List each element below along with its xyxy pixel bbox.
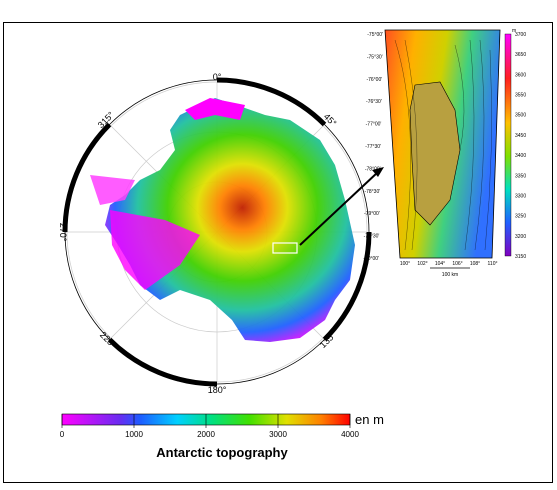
title: Antarctic topography xyxy=(156,445,288,460)
lon-label: 100° xyxy=(400,261,410,267)
inset-colorbar-label: 3550 xyxy=(515,93,526,99)
inset-colorbar-label: 3650 xyxy=(515,52,526,58)
inset-colorbar-label: 3600 xyxy=(515,72,526,78)
graticule-label: 135° xyxy=(318,329,339,350)
lon-label: 102° xyxy=(417,261,427,267)
lon-label: 108° xyxy=(470,261,480,267)
figure: 0° 45° 135° 180° 225° 270° 315° m 100 km… xyxy=(0,0,557,485)
graticule-label: 270° xyxy=(58,223,68,242)
lat-label: -78°30' xyxy=(364,189,380,195)
lat-label: -76°00' xyxy=(366,77,382,83)
colorbar-label: 4000 xyxy=(341,430,359,439)
lat-label: -80°00' xyxy=(363,256,379,262)
colorbar-label: 3000 xyxy=(269,430,287,439)
colorbar-label: 1000 xyxy=(125,430,143,439)
scale-label: 100 km xyxy=(442,272,458,278)
colorbar-label: 0 xyxy=(60,430,65,439)
lat-label: -75°30' xyxy=(367,54,383,60)
lat-label: -76°30' xyxy=(366,99,382,105)
lat-label: -77°00' xyxy=(366,122,382,128)
inset-colorbar-label: 3500 xyxy=(515,113,526,119)
lat-label: -78°00' xyxy=(365,166,381,172)
lat-label: -79°00' xyxy=(364,211,380,217)
lon-label: 110° xyxy=(488,261,498,267)
colorbar-label: 2000 xyxy=(197,430,215,439)
colorbar-unit: en m xyxy=(355,412,384,427)
inset-colorbar-label: 3300 xyxy=(515,193,526,199)
lat-label: -79°30' xyxy=(364,234,380,240)
inset-colorbar-label: 3700 xyxy=(515,32,526,38)
inset-colorbar-label: 3350 xyxy=(515,173,526,179)
lat-label: -75°00' xyxy=(367,32,383,38)
graticule-label: 0° xyxy=(213,72,222,82)
graticule-label: 180° xyxy=(208,385,227,395)
inset-colorbar-label: 3150 xyxy=(515,254,526,260)
inset-map xyxy=(385,30,511,268)
inset-colorbar-label: 3450 xyxy=(515,133,526,139)
inset-colorbar-label: 3250 xyxy=(515,214,526,220)
graticule-label: 45° xyxy=(322,112,339,129)
inset-colorbar-label: 3200 xyxy=(515,234,526,240)
lon-label: 104° xyxy=(435,261,445,267)
inset-colorbar-label: 3400 xyxy=(515,153,526,159)
lon-label: 106° xyxy=(452,261,462,267)
lat-label: -77°30' xyxy=(365,144,381,150)
